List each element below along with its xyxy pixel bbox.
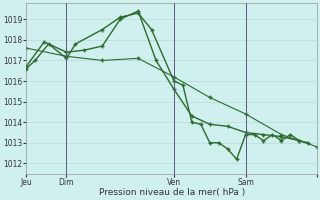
- X-axis label: Pression niveau de la mer( hPa ): Pression niveau de la mer( hPa ): [99, 188, 245, 197]
